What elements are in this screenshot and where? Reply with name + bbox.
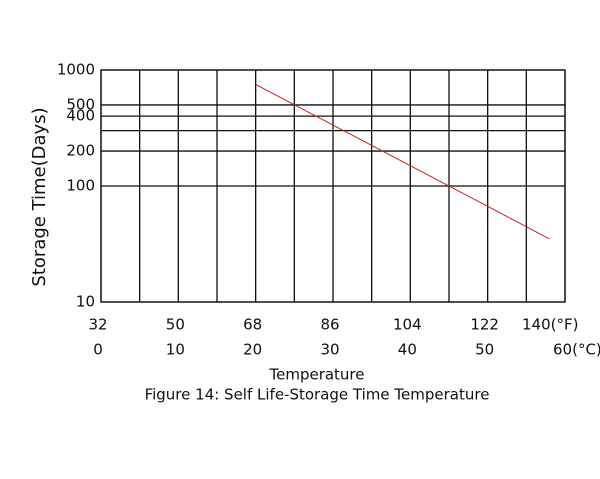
y-tick-label: 10 [76, 293, 95, 311]
x-tick-label: 40 [398, 341, 417, 359]
x2-tick-label: 140(°F) [522, 316, 578, 334]
x2-tick-label: 68 [243, 316, 262, 334]
x2-tick-label: 86 [320, 316, 339, 334]
x-axis-title: Temperature [268, 366, 364, 384]
x2-tick-label: 50 [166, 316, 185, 334]
x-tick-label: 50 [475, 341, 494, 359]
x2-tick-label: 122 [470, 316, 499, 334]
x2-tick-label: 104 [393, 316, 422, 334]
x-tick-label: 60(°C) [553, 341, 600, 359]
x2-tick-label: 32 [88, 316, 107, 334]
y-tick-label: 500 [66, 95, 95, 113]
data-line [255, 84, 550, 240]
x-tick-label: 20 [243, 341, 262, 359]
y-tick-label: 400 [66, 107, 95, 125]
x-tick-label: 0 [93, 341, 103, 359]
y-axis-title: Storage Time(Days) [29, 107, 50, 286]
y-tick-label: 200 [66, 142, 95, 160]
x-tick-label: 30 [320, 341, 339, 359]
chart-title: Figure 14: Self Life-Storage Time Temper… [145, 386, 490, 404]
y-tick-label: 100 [66, 177, 95, 195]
x-tick-label: 10 [166, 341, 185, 359]
y-tick-label: 1000 [57, 61, 95, 79]
